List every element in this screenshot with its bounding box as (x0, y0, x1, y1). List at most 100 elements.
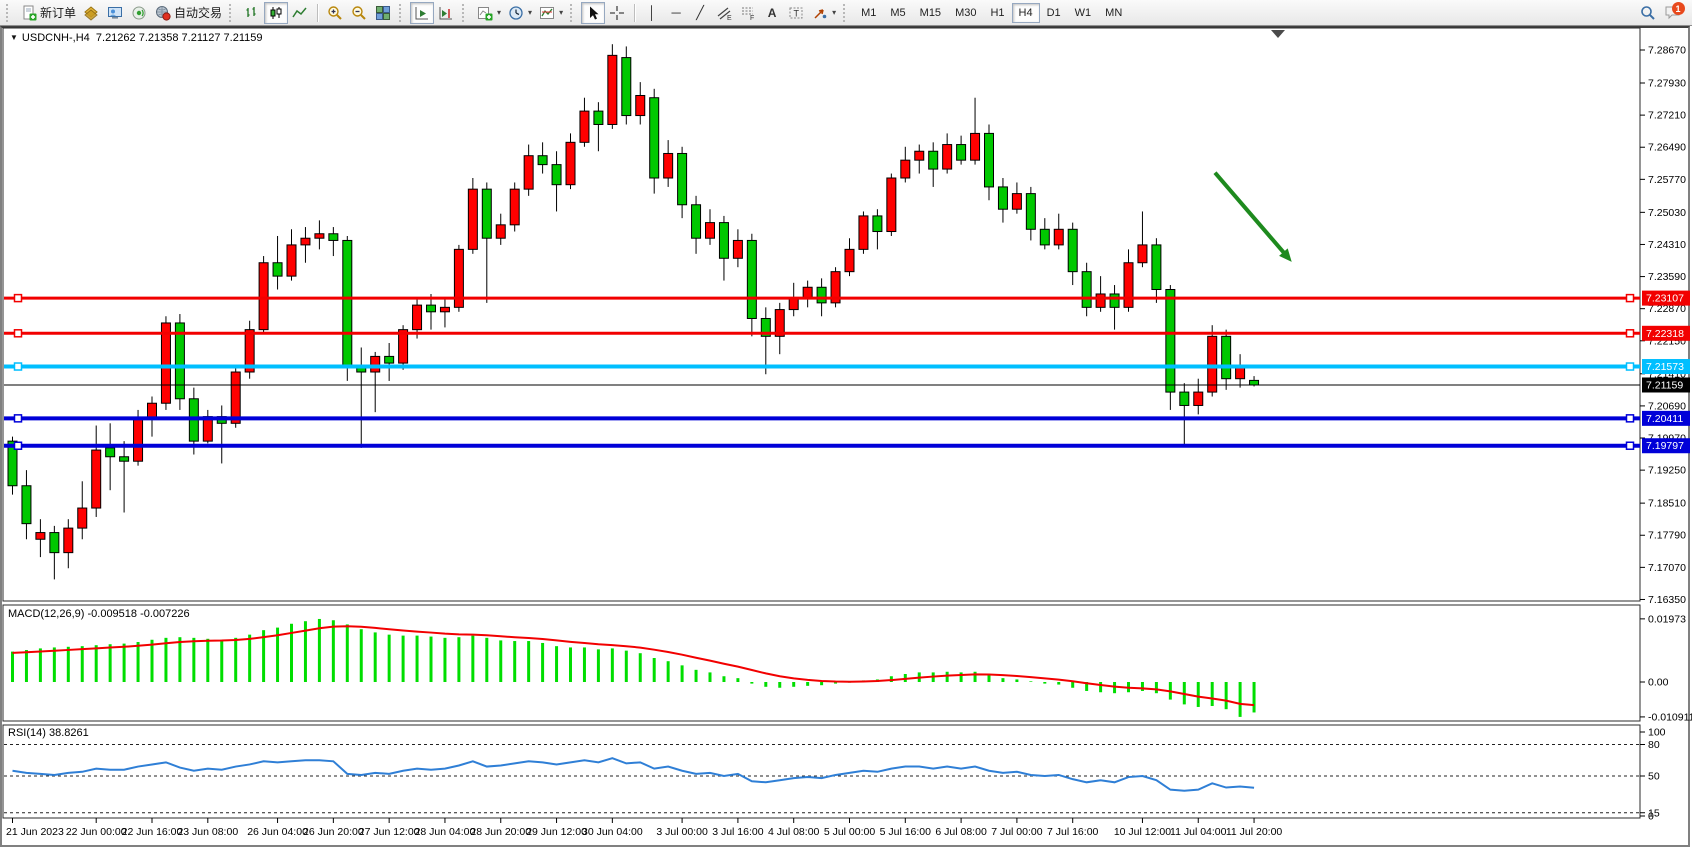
price-axis[interactable] (1640, 49, 1645, 600)
hline-handle[interactable] (1625, 362, 1635, 371)
zoom-in-button[interactable] (323, 2, 347, 24)
toolbar-grip[interactable] (570, 3, 577, 22)
text-label-button[interactable]: T (784, 2, 808, 24)
chart-ohlc-readout: 7.21262 7.21358 7.21127 7.21159 (95, 32, 263, 44)
hline-handle[interactable] (1625, 414, 1635, 423)
hline-handle[interactable] (1625, 441, 1635, 450)
rsi-pane[interactable] (2, 724, 1641, 819)
chart-profiles-button[interactable] (79, 2, 103, 24)
autotrading-button[interactable]: 自动交易 (151, 2, 225, 24)
arrows-button[interactable]: ▾ (808, 2, 839, 24)
timeframe-button-M1[interactable]: M1 (854, 3, 883, 23)
chart-symbol-label: USDCNH-,H4 (21, 32, 90, 44)
price-tick-label: 7.18510 (1648, 498, 1686, 510)
rsi-value: 38.8261 (48, 727, 89, 739)
timeframe-button-M15[interactable]: M15 (913, 3, 948, 23)
equidistant-channel-icon: E (716, 4, 733, 21)
autotrading-label: 自动交易 (174, 6, 223, 20)
fibonacci-button[interactable]: F (736, 2, 760, 24)
time-tick-label: 5 Jul 00:00 (824, 826, 876, 838)
candlestick-chart-button[interactable] (264, 1, 289, 24)
time-tick-label: 23 Jun 08:00 (177, 826, 238, 838)
arrows-icon (811, 4, 828, 21)
hline-handle[interactable] (13, 362, 23, 371)
zoom-out-button[interactable] (347, 2, 371, 24)
timeframe-button-H1[interactable]: H1 (983, 3, 1011, 23)
chart-shift-marker[interactable] (1271, 30, 1285, 38)
hline-handle[interactable] (13, 414, 23, 423)
main-toolbar: 新订单 自动交易 (0, 0, 1692, 26)
macd-axis[interactable] (1640, 618, 1645, 718)
hline-handle[interactable] (1625, 329, 1635, 338)
toolbar-grip[interactable] (6, 3, 13, 22)
chart-shift-icon (438, 4, 455, 21)
new-order-label: 新订单 (40, 6, 77, 20)
tile-windows-button[interactable] (371, 2, 395, 24)
time-tick-label: 7 Jul 16:00 (1047, 826, 1099, 838)
indicators-button[interactable]: ▾ (473, 2, 504, 24)
toolbar-grip[interactable] (462, 3, 469, 22)
timeframe-button-H4[interactable]: H4 (1011, 2, 1040, 23)
timeframe-button-M30[interactable]: M30 (948, 3, 983, 23)
svg-text:F: F (750, 15, 754, 21)
hline-7.20411[interactable] (4, 414, 1640, 423)
notifications-button[interactable]: 1 (1660, 2, 1685, 24)
chevron-down-icon: ▾ (528, 8, 533, 17)
text-button[interactable]: A (760, 2, 784, 24)
text-icon: A (767, 5, 777, 20)
signals-button[interactable] (127, 2, 151, 24)
toolbar-separator (317, 3, 319, 22)
toolbar-grip[interactable] (399, 3, 406, 22)
vertical-line-button[interactable]: │ (640, 2, 664, 24)
timeframe-button-M5[interactable]: M5 (883, 3, 912, 23)
line-chart-button[interactable] (288, 2, 312, 24)
terminal-icon (107, 4, 124, 21)
svg-text:T: T (794, 8, 800, 18)
arrow-annotation[interactable] (1213, 171, 1292, 262)
hline-handle[interactable] (13, 293, 23, 303)
zoom-out-icon (351, 4, 368, 21)
macd-main-value: -0.009518 (87, 608, 138, 620)
cursor-button[interactable] (581, 1, 606, 24)
crosshair-button[interactable] (605, 2, 629, 24)
price-tick-label: 7.16350 (1648, 594, 1686, 606)
timeframe-button-MN[interactable]: MN (1098, 3, 1129, 23)
timeframe-button-W1[interactable]: W1 (1068, 3, 1099, 23)
time-tick-label: 27 Jun 12:00 (359, 826, 420, 838)
bar-chart-button[interactable] (240, 2, 264, 24)
price-tick-label: 7.28670 (1648, 45, 1686, 57)
hline-7.23107[interactable] (4, 293, 1640, 303)
price-badge-7.23107 (1642, 290, 1690, 306)
search-button[interactable] (1636, 2, 1660, 24)
toolbar-grip[interactable] (843, 3, 850, 22)
templates-button[interactable]: ▾ (535, 2, 566, 24)
auto-scroll-button[interactable] (410, 1, 435, 24)
periods-button[interactable]: ▾ (504, 2, 535, 24)
terminal-button[interactable] (103, 2, 127, 24)
macd-name: MACD(12,26,9) (8, 608, 85, 620)
hline-handle[interactable] (1625, 293, 1635, 303)
timeframe-button-D1[interactable]: D1 (1040, 3, 1068, 23)
vertical-line-icon: │ (648, 5, 657, 20)
hline-handle[interactable] (13, 441, 23, 450)
hline-handle[interactable] (13, 329, 23, 338)
one-click-trading-toggle[interactable]: ▼ (10, 33, 18, 42)
time-axis[interactable] (12, 818, 1255, 823)
rsi-axis[interactable] (1640, 731, 1645, 817)
hline-7.22318[interactable] (4, 329, 1640, 338)
new-order-button[interactable]: 新订单 (17, 2, 79, 24)
trendline-button[interactable]: ╱ (688, 2, 712, 24)
chart-shift-button[interactable] (434, 2, 458, 24)
macd-pane[interactable] (2, 604, 1641, 722)
equidistant-channel-button[interactable]: E (712, 2, 736, 24)
chart-title: ▼ USDCNH-,H4 7.21262 7.21358 7.21127 7.21… (10, 32, 262, 44)
hline-7.19797[interactable] (4, 441, 1640, 450)
horizontal-line-button[interactable]: ─ (664, 2, 688, 24)
cursor-icon (585, 4, 602, 21)
toolbar-grip[interactable] (229, 3, 236, 22)
hline-7.21573[interactable] (4, 362, 1640, 371)
svg-text:7.20411: 7.20411 (1646, 413, 1683, 425)
price-badge-7.22318 (1642, 325, 1690, 341)
timeframe-toolbar: M1 M5 M15 M30 H1 H4 D1 W1 MN (854, 2, 1129, 23)
